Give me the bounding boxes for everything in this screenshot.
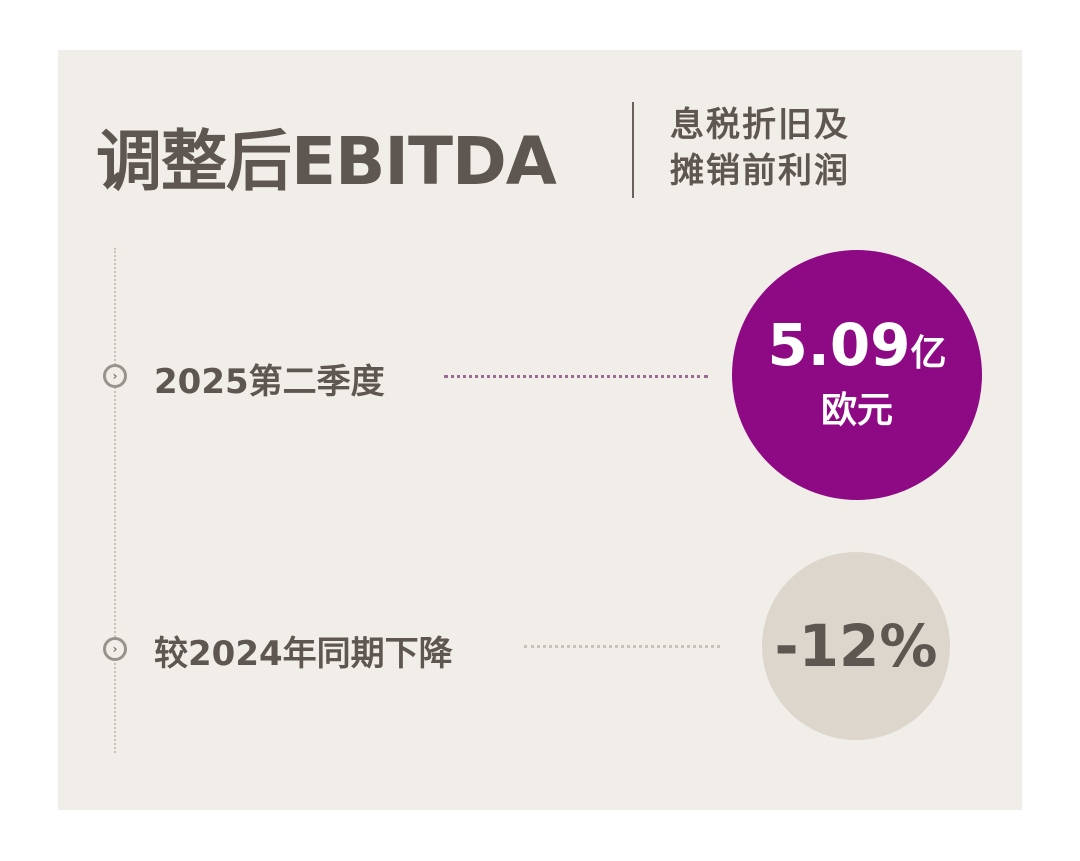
- ebitda-currency: 欧元: [820, 390, 893, 431]
- ebitda-value: 5.09: [767, 311, 911, 379]
- change-value: -12%: [774, 612, 938, 680]
- subtitle-line-1: 息税折旧及: [670, 105, 850, 145]
- chevron-right-circle-icon: ›: [103, 364, 127, 388]
- chevron-right-circle-icon: ›: [103, 637, 127, 661]
- page-title: 调整后EBITDA: [96, 123, 557, 200]
- subtitle: 息税折旧及 摊销前利润: [670, 102, 850, 194]
- row-label-change: 较2024年同期下降: [154, 634, 453, 674]
- ebitda-unit: 亿: [910, 333, 947, 374]
- value-circle-ebitda: 5.09亿 欧元: [732, 250, 982, 500]
- dotted-connector: [444, 375, 708, 378]
- timeline-line: [114, 248, 116, 753]
- title-divider: [632, 102, 634, 198]
- value-circle-change: -12%: [762, 552, 950, 740]
- subtitle-line-2: 摊销前利润: [670, 151, 850, 191]
- row-label-quarter: 2025第二季度: [154, 362, 385, 402]
- ebitda-card: 调整后EBITDA 息税折旧及 摊销前利润 › 2025第二季度 5.09亿 欧…: [58, 50, 1022, 810]
- dotted-connector: [524, 645, 720, 648]
